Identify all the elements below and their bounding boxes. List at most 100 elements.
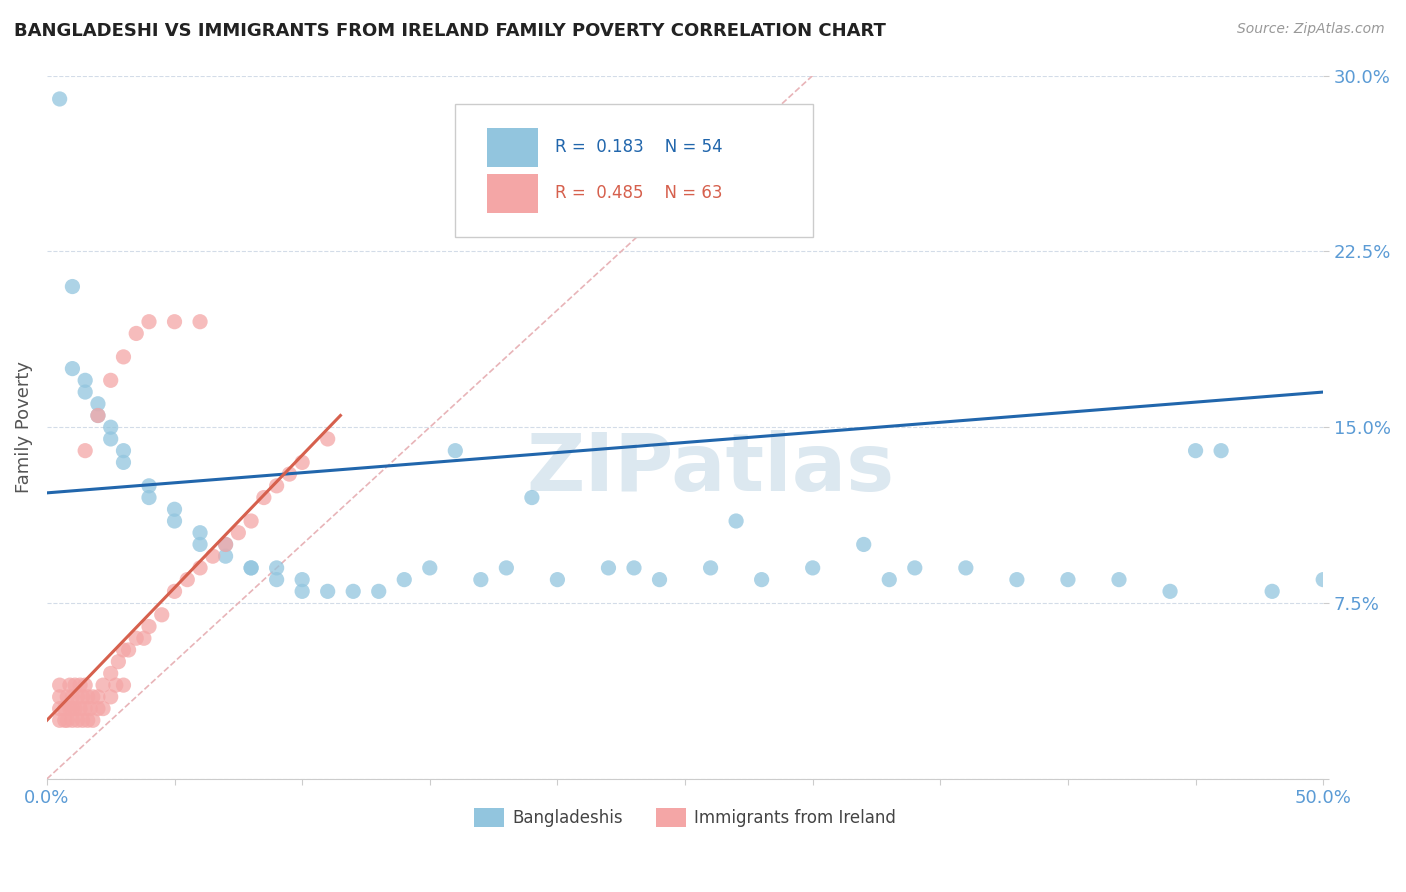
Point xyxy=(394,573,416,587)
Point xyxy=(56,690,79,704)
Point xyxy=(48,701,70,715)
Point xyxy=(623,561,645,575)
Point xyxy=(48,92,70,106)
Point xyxy=(546,573,568,587)
Point xyxy=(801,561,824,575)
Point xyxy=(75,443,97,458)
Text: ZIPatlas: ZIPatlas xyxy=(526,431,894,508)
Point xyxy=(100,666,122,681)
Point xyxy=(240,514,263,528)
Point xyxy=(91,701,114,715)
Point xyxy=(66,690,89,704)
Point xyxy=(104,678,127,692)
Point xyxy=(107,655,129,669)
Point xyxy=(63,701,86,715)
Point xyxy=(112,678,135,692)
Point xyxy=(138,491,160,505)
Y-axis label: Family Poverty: Family Poverty xyxy=(15,361,32,493)
Point xyxy=(188,561,211,575)
Point xyxy=(188,315,211,329)
Point xyxy=(1057,573,1080,587)
Point xyxy=(904,561,927,575)
Text: R =  0.183    N = 54: R = 0.183 N = 54 xyxy=(555,138,723,156)
Point xyxy=(1005,573,1028,587)
Point xyxy=(76,714,98,728)
Point xyxy=(63,678,86,692)
Point xyxy=(138,479,160,493)
Point xyxy=(150,607,173,622)
Point xyxy=(82,690,104,704)
Point xyxy=(176,573,198,587)
Point xyxy=(75,385,97,400)
Point xyxy=(53,714,76,728)
Point xyxy=(278,467,301,482)
Point xyxy=(725,514,748,528)
Point xyxy=(112,455,135,469)
Point xyxy=(266,561,288,575)
Point xyxy=(240,561,263,575)
Point xyxy=(66,714,89,728)
Point xyxy=(100,432,122,446)
Point xyxy=(75,701,97,715)
Point xyxy=(125,326,148,341)
Point xyxy=(75,373,97,387)
Point xyxy=(316,432,339,446)
Point xyxy=(87,409,110,423)
Point xyxy=(48,678,70,692)
Point xyxy=(79,701,101,715)
Point xyxy=(62,361,84,376)
Point xyxy=(1209,443,1232,458)
Point xyxy=(163,514,186,528)
Point xyxy=(444,443,467,458)
FancyBboxPatch shape xyxy=(456,103,813,237)
Point xyxy=(69,678,91,692)
Legend: Bangladeshis, Immigrants from Ireland: Bangladeshis, Immigrants from Ireland xyxy=(467,801,903,834)
Point xyxy=(117,643,139,657)
Point xyxy=(138,315,160,329)
Point xyxy=(201,549,224,564)
Point xyxy=(291,455,314,469)
Point xyxy=(72,690,94,704)
Text: Source: ZipAtlas.com: Source: ZipAtlas.com xyxy=(1237,22,1385,37)
Point xyxy=(112,350,135,364)
Point xyxy=(852,537,875,551)
Point xyxy=(62,690,84,704)
Point xyxy=(59,701,82,715)
Point xyxy=(751,573,773,587)
Point xyxy=(69,701,91,715)
Point xyxy=(48,714,70,728)
Point xyxy=(291,573,314,587)
Point xyxy=(87,409,110,423)
Point xyxy=(214,549,236,564)
Point xyxy=(87,690,110,704)
Point xyxy=(87,397,110,411)
Point xyxy=(342,584,364,599)
Point xyxy=(877,573,900,587)
Point xyxy=(253,491,276,505)
Point xyxy=(163,315,186,329)
Point xyxy=(1184,443,1206,458)
Point xyxy=(72,714,94,728)
Text: BANGLADESHI VS IMMIGRANTS FROM IRELAND FAMILY POVERTY CORRELATION CHART: BANGLADESHI VS IMMIGRANTS FROM IRELAND F… xyxy=(14,22,886,40)
Point xyxy=(56,714,79,728)
Point xyxy=(228,525,250,540)
Point xyxy=(75,678,97,692)
Point xyxy=(955,561,977,575)
Point xyxy=(1159,584,1181,599)
Point xyxy=(163,584,186,599)
Point xyxy=(125,632,148,646)
Point xyxy=(188,537,211,551)
Point xyxy=(1312,573,1334,587)
Point xyxy=(470,573,492,587)
Point xyxy=(112,443,135,458)
Point xyxy=(100,373,122,387)
Point xyxy=(100,420,122,434)
Point xyxy=(316,584,339,599)
Point xyxy=(91,678,114,692)
Point xyxy=(266,479,288,493)
Point xyxy=(266,573,288,587)
Point xyxy=(699,561,721,575)
Point xyxy=(132,632,155,646)
Point xyxy=(48,690,70,704)
Point xyxy=(240,561,263,575)
